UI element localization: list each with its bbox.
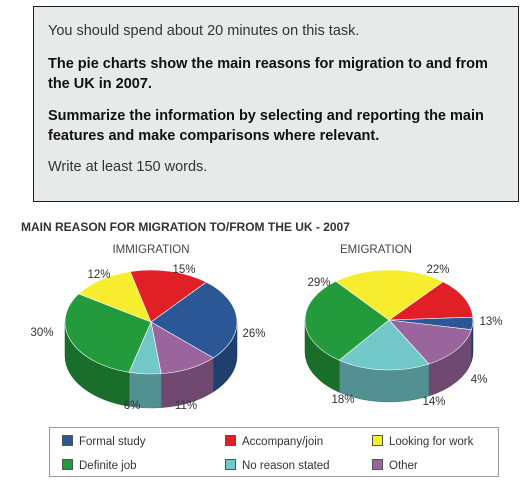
pie-slice-no-reason-stated [338, 319, 430, 371]
pie-sides [304, 319, 474, 403]
task-intro: You should spend about 20 minutes on thi… [48, 23, 360, 39]
pie-label-no-reason-stated: 6% [124, 400, 141, 412]
pie-label-other: 11% [175, 400, 197, 412]
legend-swatch-looking-for-work [372, 435, 383, 446]
pie-label-no-reason-stated: 18% [331, 394, 354, 406]
task-description: The pie charts show the main reasons for… [48, 56, 488, 92]
legend: Formal study Accompany/join Looking for … [49, 427, 499, 477]
legend-item-looking-for-work: Looking for work [372, 435, 473, 448]
legend-label: Formal study [79, 436, 146, 448]
legend-label: Looking for work [389, 436, 474, 448]
legend-item-no-reason-stated: No reason stated [225, 459, 330, 472]
legend-swatch-no-reason-stated [225, 459, 236, 470]
legend-swatch-accompany-join [225, 435, 236, 446]
pie-label-looking-for-work: 12% [87, 269, 110, 281]
pie-slice-accompany-join [388, 281, 474, 321]
pie-slice-definite-job [64, 293, 152, 373]
pie-slice-other [388, 319, 472, 365]
pie-slice-definite-job [304, 280, 390, 361]
legend-swatch-definite-job [62, 459, 73, 470]
pie-slice-looking-for-work [78, 271, 152, 323]
pie-chart-immigration: IMMIGRATION 26% 11% 6% 30% 12% 15% [30, 244, 265, 412]
pie-label-accompany-join: 13% [479, 316, 502, 328]
legend-label: No reason stated [242, 460, 330, 472]
legend-item-formal-study: Formal study [62, 435, 145, 448]
legend-item-accompany-join: Accompany/join [225, 435, 323, 448]
pie-sides [64, 321, 238, 409]
pie-label-formal-study: 4% [471, 374, 488, 386]
pie-label-definite-job: 30% [30, 327, 53, 339]
task-box: You should spend about 20 minutes on thi… [33, 6, 519, 202]
pie-title: EMIGRATION [340, 244, 412, 256]
task-requirement: Write at least 150 words. [48, 159, 208, 175]
pie-slice-formal-study [150, 281, 238, 359]
legend-swatch-formal-study [62, 435, 73, 446]
pie-chart-emigration: EMIGRATION 13% 4% 14% 18% 29% 22% [304, 244, 503, 408]
legend-swatch-other [372, 459, 383, 470]
pie-label-definite-job: 29% [307, 277, 330, 289]
pie-slice-accompany-join [129, 269, 207, 323]
pie-label-looking-for-work: 22% [426, 264, 449, 276]
pie-label-other: 14% [422, 396, 445, 408]
pie-label-accompany-join: 15% [172, 264, 195, 276]
legend-label: Other [389, 460, 418, 472]
pie-slice-looking-for-work [335, 269, 444, 321]
legend-label: Definite job [79, 460, 137, 472]
pie-label-formal-study: 26% [242, 328, 265, 340]
legend-item-other: Other [372, 459, 418, 472]
legend-item-definite-job: Definite job [62, 459, 137, 472]
chart-title: MAIN REASON FOR MIGRATION TO/FROM THE UK… [21, 220, 350, 234]
task-instruction: Summarize the information by selecting a… [48, 108, 484, 144]
pie-charts: MAIN REASON FOR MIGRATION TO/FROM THE UK… [21, 220, 503, 412]
pie-title: IMMIGRATION [112, 244, 189, 256]
legend-label: Accompany/join [242, 436, 324, 448]
